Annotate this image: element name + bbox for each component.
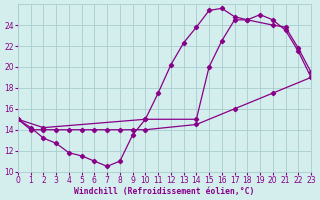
X-axis label: Windchill (Refroidissement éolien,°C): Windchill (Refroidissement éolien,°C) [74, 187, 255, 196]
